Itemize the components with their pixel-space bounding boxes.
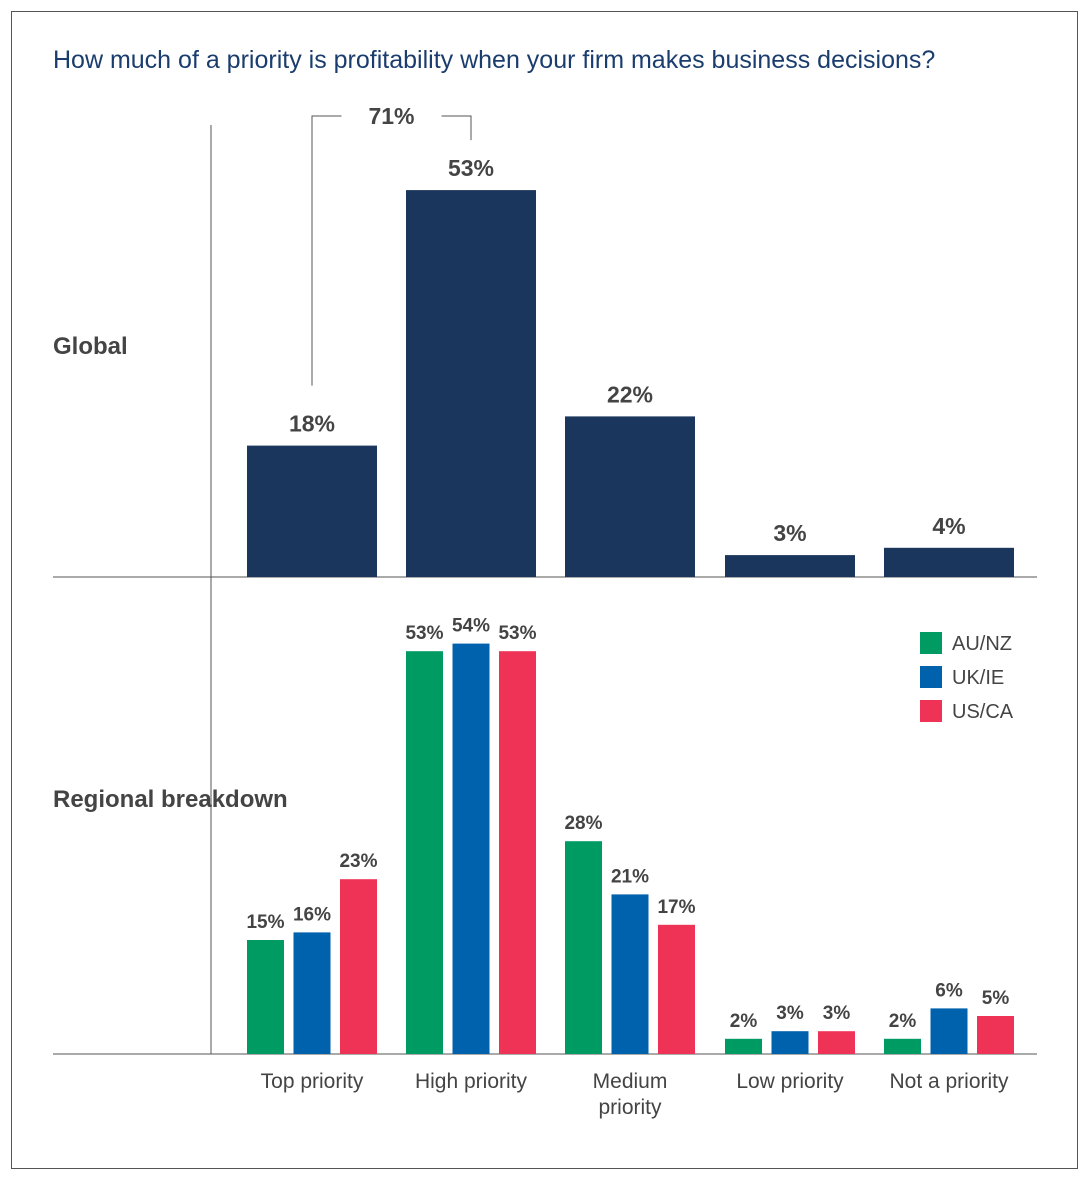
regional-value-label: 28% [564, 813, 602, 834]
regional-value-label: 6% [935, 980, 963, 1001]
combined-bracket-left [311, 115, 342, 386]
regional-value-label: 2% [730, 1011, 758, 1032]
regional-bar-au-nz-high-priority [406, 651, 443, 1054]
chart-frame [11, 11, 1078, 1169]
regional-value-label: 17% [657, 897, 695, 918]
legend-swatch-us-ca [920, 700, 942, 722]
legend-swatch-au-nz [920, 632, 942, 654]
regional-value-label: 3% [823, 1003, 851, 1024]
global-value-label: 22% [607, 381, 653, 407]
global-bar-medium-priority [565, 416, 695, 577]
global-section-label: Global [53, 333, 128, 360]
regional-value-label: 23% [339, 851, 377, 872]
regional-bar-uk-ie-top-priority [293, 932, 331, 1054]
regional-bar-us-ca-not-a-priority [977, 1016, 1014, 1054]
regional-section-label: Regional breakdown [53, 786, 288, 813]
global-bar-not-a-priority [884, 547, 1014, 577]
regional-bar-uk-ie-high-priority [452, 643, 490, 1054]
chart-title: How much of a priority is profitability … [53, 46, 936, 74]
category-label-not-a-priority: Not a priority [889, 1070, 1009, 1093]
regional-value-label: 53% [498, 623, 536, 644]
legend-label-au-nz: AU/NZ [952, 633, 1012, 655]
regional-value-label: 2% [889, 1011, 917, 1032]
regional-value-label: 5% [982, 988, 1010, 1009]
global-value-label: 3% [773, 520, 806, 546]
regional-bar-au-nz-not-a-priority [884, 1038, 921, 1054]
regional-value-label: 16% [293, 904, 331, 925]
regional-bar-uk-ie-low-priority [771, 1031, 809, 1054]
regional-bar-au-nz-medium-priority [565, 841, 602, 1054]
combined-value-label: 71% [368, 103, 414, 129]
regional-bar-au-nz-low-priority [725, 1038, 762, 1054]
regional-bar-us-ca-medium-priority [658, 924, 695, 1054]
global-bar-top-priority [247, 445, 377, 577]
global-value-label: 4% [932, 513, 965, 539]
regional-value-label: 53% [405, 623, 443, 644]
legend-label-us-ca: US/CA [952, 701, 1014, 723]
regional-bar-uk-ie-not-a-priority [930, 1008, 968, 1054]
category-label-top-priority: Top priority [261, 1070, 364, 1093]
category-label-low-priority: Low priority [736, 1070, 844, 1093]
regional-value-label: 21% [611, 866, 649, 887]
global-bar-high-priority [406, 190, 536, 577]
combined-bracket-right [441, 115, 472, 141]
regional-bar-us-ca-top-priority [340, 879, 377, 1054]
global-bar-low-priority [725, 555, 855, 577]
regional-bar-uk-ie-medium-priority [611, 894, 649, 1054]
legend-label-uk-ie: UK/IE [952, 667, 1004, 689]
legend-swatch-uk-ie [920, 666, 942, 688]
global-value-label: 53% [448, 155, 494, 181]
regional-value-label: 15% [246, 912, 284, 933]
regional-value-label: 54% [452, 616, 490, 637]
global-value-label: 18% [289, 411, 335, 437]
regional-value-label: 3% [776, 1003, 804, 1024]
regional-bar-us-ca-low-priority [818, 1031, 855, 1054]
category-label-high-priority: High priority [415, 1070, 528, 1093]
category-label-medium-priority: Medium priority [593, 1070, 668, 1119]
regional-bar-au-nz-top-priority [247, 940, 284, 1054]
regional-bar-us-ca-high-priority [499, 651, 536, 1054]
